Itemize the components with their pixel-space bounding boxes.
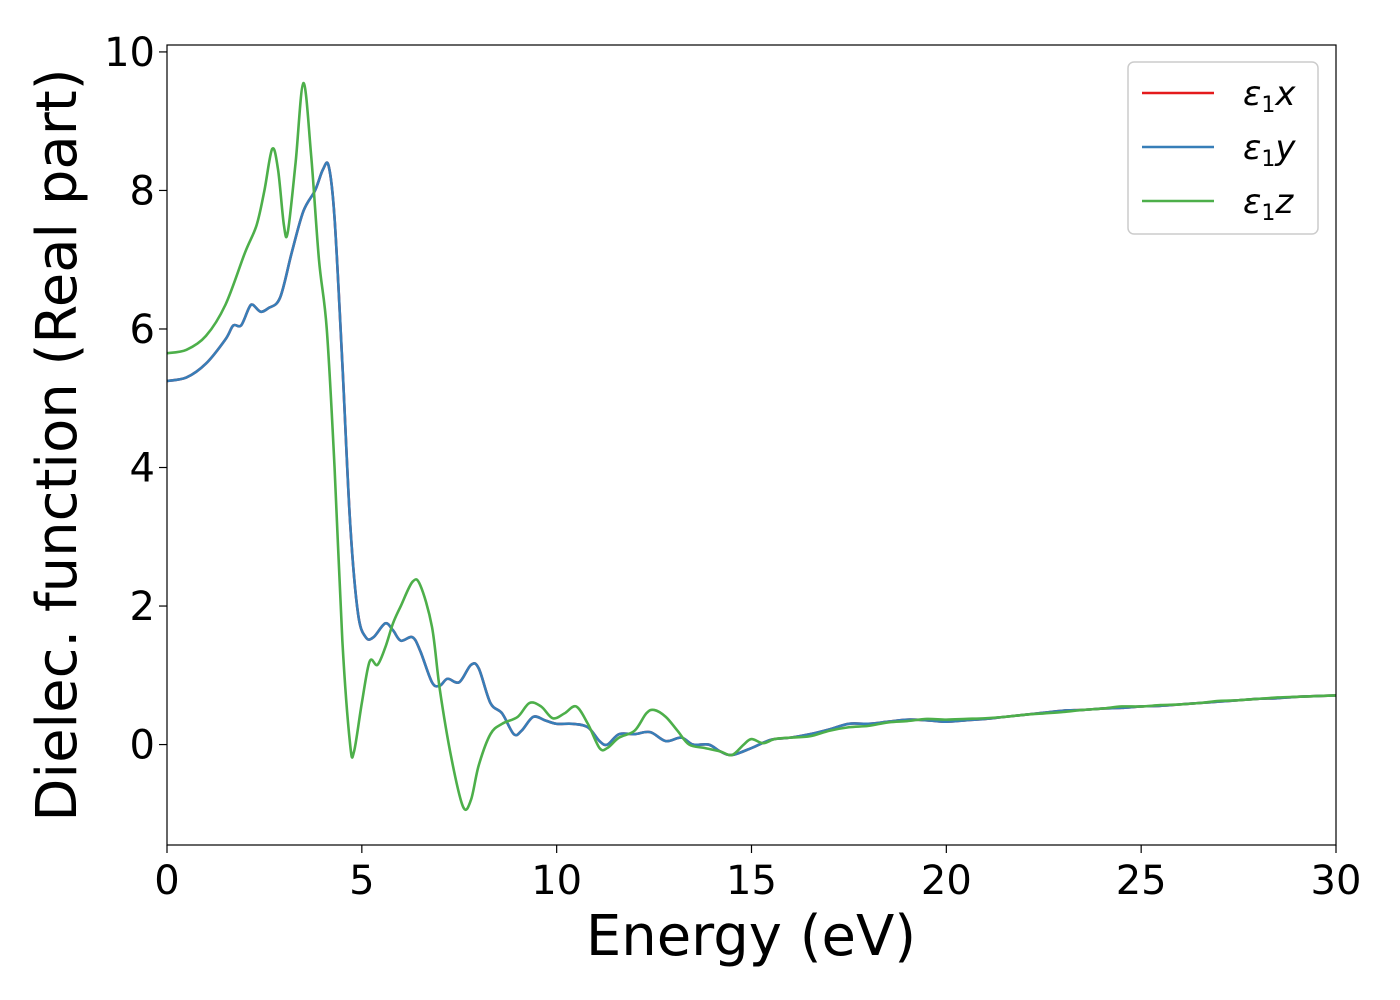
series-line-1y bbox=[167, 161, 1336, 757]
legend-label-z: ε1z bbox=[1243, 182, 1294, 226]
y-tick-label: 0 bbox=[130, 723, 155, 769]
x-tick-label: 0 bbox=[154, 858, 179, 904]
legend-label-x: ε1x bbox=[1243, 74, 1296, 118]
series-layer bbox=[167, 81, 1336, 812]
y-tick-label: 6 bbox=[130, 307, 155, 353]
y-axis-ticks: 0 2 4 6 8 10 bbox=[104, 30, 167, 769]
x-tick-label: 5 bbox=[349, 858, 374, 904]
legend-label-y: ε1y bbox=[1243, 128, 1296, 172]
series-line-1x bbox=[167, 161, 1336, 757]
y-tick-label: 8 bbox=[130, 168, 155, 214]
y-axis-title: Dielec. function (Real part) bbox=[25, 68, 90, 821]
x-tick-label: 20 bbox=[921, 858, 972, 904]
y-tick-label: 10 bbox=[104, 30, 155, 76]
x-axis-ticks: 0 5 10 15 20 25 30 bbox=[154, 845, 1361, 904]
x-tick-label: 30 bbox=[1311, 858, 1362, 904]
x-tick-label: 25 bbox=[1116, 858, 1167, 904]
series-line-1z bbox=[167, 81, 1336, 812]
legend-box bbox=[1127, 61, 1319, 235]
y-tick-label: 2 bbox=[130, 584, 155, 630]
x-tick-label: 15 bbox=[726, 858, 777, 904]
legend: ε1x ε1y ε1z bbox=[1127, 61, 1319, 235]
x-axis-title: Energy (eV) bbox=[586, 904, 916, 969]
y-tick-label: 4 bbox=[130, 446, 155, 492]
x-tick-label: 10 bbox=[531, 858, 582, 904]
